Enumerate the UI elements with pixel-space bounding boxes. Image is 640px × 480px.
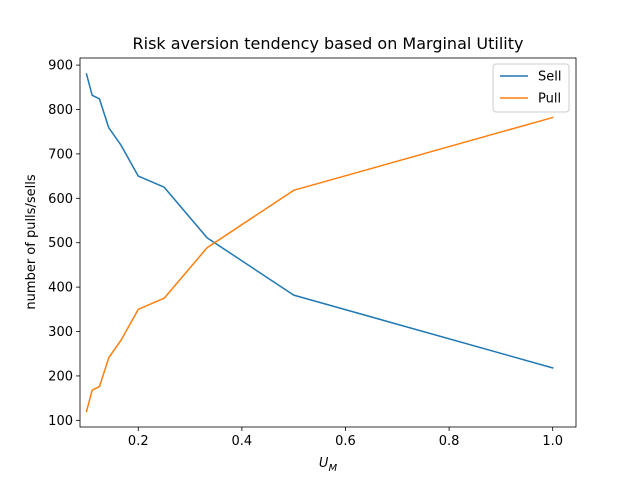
y-tick-label: 100: [48, 414, 73, 429]
y-tick-label: 600: [48, 192, 73, 207]
legend: Sell Pull: [492, 63, 570, 113]
x-tick-label: 0.6: [335, 434, 356, 449]
y-axis: 100 200 300 400 500 600 700 800 900: [48, 59, 80, 429]
y-tick-label: 400: [48, 281, 73, 296]
series-line-pull: [85, 116, 554, 413]
x-axis-title-subscript: M: [328, 463, 337, 474]
series-line-sell: [85, 73, 554, 369]
chart-title: Risk aversion tendency based on Marginal…: [133, 34, 524, 53]
y-tick-label: 900: [48, 59, 73, 74]
y-tick-label: 700: [48, 147, 73, 162]
x-tick-label: 0.8: [439, 434, 460, 449]
x-axis: 0.2 0.4 0.6 0.8 1.0: [128, 427, 563, 449]
y-tick-label: 200: [48, 369, 73, 384]
x-axis-title: UM: [319, 456, 338, 474]
legend-label-sell: Sell: [538, 70, 561, 85]
y-tick-label: 500: [48, 236, 73, 251]
y-tick-label: 800: [48, 103, 73, 118]
x-tick-label: 1.0: [542, 434, 563, 449]
y-tick-label: 300: [48, 325, 73, 340]
y-axis-title: number of pulls/sells: [24, 174, 39, 309]
x-tick-label: 0.2: [128, 434, 149, 449]
legend-label-pull: Pull: [538, 92, 561, 107]
x-axis-title-main: U: [319, 456, 329, 471]
x-tick-label: 0.4: [232, 434, 253, 449]
